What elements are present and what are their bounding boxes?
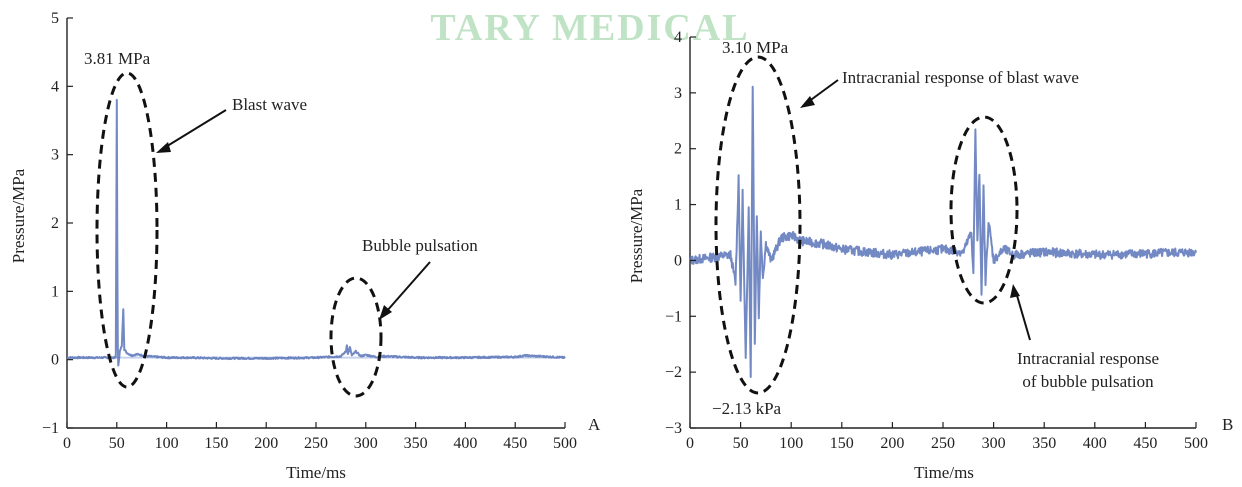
y-axis-label-b: Pressure/MPa [627,188,646,283]
y-tick-label: 3 [51,147,59,164]
ticks-b: 0 50 100 150 200 250 300 350 400 450 500 −3 −2 −1 0 1 2 3… [665,29,1208,452]
y-tick-label: 1 [674,197,682,214]
x-tick-label: 500 [1184,435,1208,452]
blast-wave-label: Blast wave [232,95,307,114]
y-tick-label: 2 [51,215,59,232]
y-tick-label: 2 [674,141,682,158]
x-tick-label: 0 [686,435,694,452]
x-tick-label: 200 [254,435,278,452]
peak-label-a: 3.81 MPa [84,49,151,68]
blast-response-label: Intracranial response of blast wave [842,68,1079,87]
x-tick-label: 350 [404,435,428,452]
series-a-trace [66,98,566,367]
bubble-pulsation-ellipse [329,276,383,398]
x-axis-label-b: Time/ms [914,463,974,482]
x-tick-label: 150 [204,435,228,452]
bubble-response-label-line1: Intracranial response [1017,349,1159,368]
x-tick-label: 150 [830,435,854,452]
bubble-response-ellipse [949,115,1019,305]
y-tick-label: 0 [674,252,682,269]
x-tick-label: 200 [880,435,904,452]
y-axis-label-a: Pressure/MPa [9,168,28,263]
bubble-response-arrowhead [1010,284,1020,298]
bubble-pulsation-arrowhead [379,305,392,320]
blast-response-ellipse [714,55,802,395]
blast-response-arrowhead [800,96,815,108]
x-tick-label: 450 [503,435,527,452]
x-tick-label: 250 [931,435,955,452]
peak-label-b: 3.10 MPa [722,38,789,57]
x-tick-label: 50 [733,435,749,452]
bubble-response-label-line2: of bubble pulsation [1022,372,1154,391]
bubble-pulsation-arrow [385,261,431,313]
bubble-pulsation-label: Bubble pulsation [362,236,478,255]
x-tick-label: 50 [109,435,125,452]
y-tick-label: 4 [674,29,682,46]
x-tick-label: 450 [1133,435,1157,452]
panel-label-b: B [1222,415,1233,434]
x-tick-label: 400 [453,435,477,452]
x-tick-label: 250 [304,435,328,452]
axes-b [689,37,1196,429]
x-tick-label: 100 [155,435,179,452]
y-tick-label: 4 [51,78,59,95]
x-tick-label: 400 [1083,435,1107,452]
x-tick-label: 350 [1032,435,1056,452]
chart-panel-b: 0 50 100 150 200 250 300 350 400 450 500 −3 −2 −1 0 1 2 3… [627,29,1233,482]
x-tick-label: 300 [982,435,1006,452]
blast-wave-arrow [163,109,227,149]
blast-wave-ellipse [95,71,159,389]
blast-wave-arrowhead [156,142,171,153]
y-tick-label: −3 [665,420,682,437]
x-tick-label: 100 [779,435,803,452]
x-axis-label-a: Time/ms [286,463,346,482]
y-tick-label: 0 [51,352,59,369]
watermark: TARY MEDICAL [430,7,749,49]
x-tick-label: 300 [354,435,378,452]
trough-label-b: −2.13 kPa [712,399,782,418]
y-tick-label: 5 [51,10,59,27]
y-tick-label: −2 [665,364,682,381]
bubble-response-arrow [1015,291,1031,341]
series-b-trace [689,85,1197,378]
y-tick-label: −1 [665,308,682,325]
y-tick-label: 1 [51,283,59,300]
panel-label-a: A [588,415,601,434]
x-tick-label: 500 [553,435,577,452]
y-tick-label: −1 [42,420,59,437]
blast-response-arrow [807,79,839,103]
x-tick-label: 0 [63,435,71,452]
y-tick-label: 3 [674,85,682,102]
